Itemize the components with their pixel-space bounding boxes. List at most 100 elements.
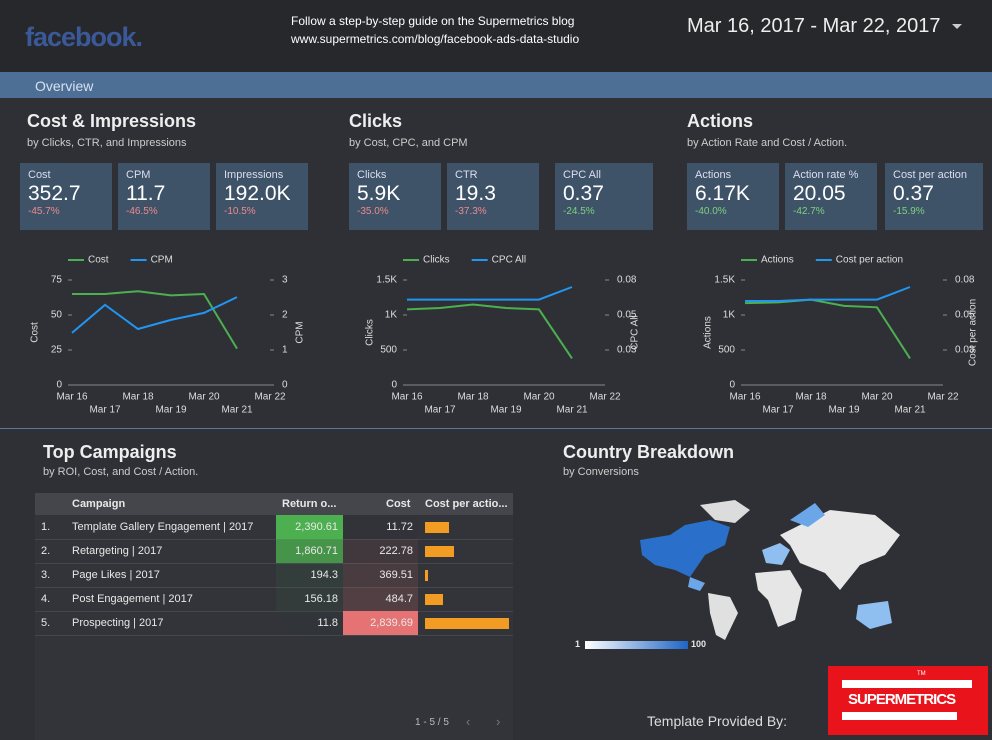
legend-label: Actions [761,255,794,266]
column-header[interactable]: Campaign [72,498,126,510]
y-tick-label: 1.5K [714,275,735,286]
x-tick-label: Mar 17 [424,405,456,416]
x-tick-label: Mar 22 [589,392,621,403]
y2-tick-label: 0.03 [617,345,637,356]
y-tick-label: 500 [718,345,735,356]
scorecard: CPC All 0.37 -24.5% [555,163,653,230]
line-series [744,298,911,359]
cpa-bar [425,594,443,605]
y2-axis-label: Cost per action [968,299,979,366]
x-tick-label: Mar 19 [155,405,187,416]
line-series [407,286,573,301]
y2-tick-label: 2 [282,310,288,321]
x-tick-label: Mar 20 [188,392,220,403]
rank: 2. [41,545,51,557]
scorecard-label: Impressions [224,169,284,181]
cost-cell [343,539,418,563]
scorecard-value: 192.0K [224,182,291,205]
cost-value: 2,839.69 [370,617,413,629]
scorecard-label: CTR [455,169,478,181]
panel-subtitle: by Cost, CPC, and CPM [349,137,468,149]
column-header[interactable]: Return o... [282,498,337,510]
scorecard-value: 0.37 [563,182,604,205]
scale-max: 100 [691,639,707,649]
cpa-bar [425,618,509,629]
roi-cell [276,515,343,539]
cost-cell [343,587,418,611]
logo-text: SUPERMETRICS [848,691,956,708]
x-tick-label: Mar 17 [762,405,794,416]
scorecard-label: Cost per action [893,169,967,181]
scorecard: Impressions 192.0K -10.5% [216,163,308,230]
scorecard-value: 352.7 [28,182,81,205]
logo: facebook. [25,22,143,52]
panel-subtitle: by Clicks, CTR, and Impressions [27,137,187,149]
y2-tick-label: 0.05 [617,310,637,321]
dropdown-icon[interactable] [951,23,963,31]
scorecard-label: CPM [126,169,151,181]
scorecard: Cost 352.7 -45.7% [20,163,112,230]
cost-cell [343,611,418,635]
rank: 4. [41,593,51,605]
cpa-bar [425,546,454,557]
roi-value: 156.18 [304,593,338,605]
tab[interactable]: Overview [35,78,94,94]
scorecard-delta: -24.5% [563,206,595,217]
x-tick-label: Mar 20 [523,392,555,403]
column-header[interactable]: Cost per actio... [425,498,508,510]
x-tick-label: Mar 21 [894,405,926,416]
line-series [72,290,238,350]
campaign-name: Prospecting | 2017 [72,617,164,629]
line-series [745,286,911,302]
roi-value: 11.8 [317,617,338,629]
legend-label: CPC All [492,255,526,266]
column-header[interactable]: Cost [386,498,411,510]
table-row[interactable]: 4. Post Engagement | 2017 156.18 484.7 [35,587,513,612]
y-axis-label: Clicks [365,319,376,346]
panel-title: Clicks [349,111,403,131]
x-tick-label: Mar 18 [122,392,154,403]
y2-tick-label: 0.08 [617,275,637,286]
page-next[interactable]: › [496,714,501,729]
y2-tick-label: 0.03 [955,345,975,356]
y-tick-label: 500 [380,345,397,356]
table-row[interactable]: 1. Template Gallery Engagement | 2017 2,39… [35,515,513,540]
y2-axis-label: CPM [295,321,306,343]
y2-axis-label: CPC All [630,315,641,349]
table-row[interactable]: 5. Prospecting | 2017 11.8 2,839.69 [35,611,513,636]
y-tick-label: 1K [385,310,398,321]
scorecard-delta: -42.7% [793,206,825,217]
roi-value: 2,390.61 [295,521,338,533]
logo-tm: TM [917,671,926,677]
table-row[interactable]: 2. Retargeting | 2017 1,860.71 222.78 [35,539,513,564]
pagination: 1 - 5 / 5 [415,717,449,728]
scorecard-value: 5.9K [357,182,401,205]
line-series [406,303,573,359]
cost-value: 369.51 [379,569,413,581]
legend-label: CPM [151,255,173,266]
y2-tick-label: 0 [282,380,288,391]
roi-cell [276,563,343,587]
x-tick-label: Mar 22 [927,392,959,403]
scorecard-delta: -37.3% [455,206,487,217]
x-tick-label: Mar 21 [556,405,588,416]
x-tick-label: Mar 16 [729,392,761,403]
scorecard-label: Cost [28,169,51,181]
scorecard: CPM 11.7 -46.5% [118,163,210,230]
table-subtitle: by ROI, Cost, and Cost / Action. [43,466,199,478]
y-tick-label: 0 [56,380,62,391]
page-prev[interactable]: ‹ [466,714,471,729]
scorecard-value: 20.05 [793,182,846,205]
logo-stripe [842,712,957,720]
date-range[interactable]: Mar 16, 2017 - Mar 22, 2017 [687,15,941,37]
x-tick-label: Mar 21 [221,405,253,416]
scorecard-delta: -15.9% [893,206,925,217]
y2-tick-label: 3 [282,275,288,286]
cpa-bar [425,522,449,533]
table-row[interactable]: 3. Page Likes | 2017 194.3 369.51 [35,563,513,588]
cost-cell [343,563,418,587]
y-tick-label: 1.5K [376,275,397,286]
scorecard: Actions 6.17K -40.0% [687,163,779,230]
roi-value: 194.3 [310,569,338,581]
